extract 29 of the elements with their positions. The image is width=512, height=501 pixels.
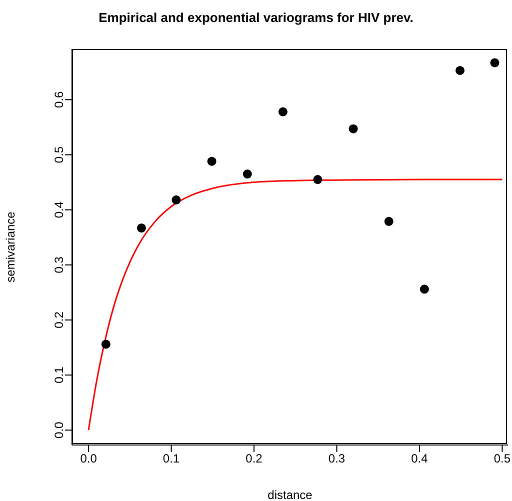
y-tick-label: 0.1 xyxy=(52,366,66,384)
x-tick-label: 0.1 xyxy=(162,452,180,466)
x-tick-label: 0.3 xyxy=(328,452,346,466)
x-tick-label: 0.5 xyxy=(494,452,511,466)
y-tick-label: 0.3 xyxy=(52,256,66,274)
point xyxy=(172,195,181,204)
chart-title: Empirical and exponential variograms for HIV prev. xyxy=(98,10,414,25)
x-tick-label: 0.0 xyxy=(80,452,98,466)
y-tick-label: 0.0 xyxy=(52,421,66,438)
point xyxy=(101,340,110,349)
point xyxy=(136,223,146,233)
point xyxy=(278,107,288,116)
x-axis-title: distance xyxy=(268,488,313,501)
point xyxy=(490,58,500,68)
y-tick-label: 0.2 xyxy=(52,311,66,328)
line-series xyxy=(88,178,503,431)
y-tick-label: 0.4 xyxy=(52,201,66,218)
y-axis-title: semivariance xyxy=(3,211,18,282)
point xyxy=(456,66,465,75)
point xyxy=(242,170,252,179)
point xyxy=(420,284,429,294)
y-tick-label: 0.5 xyxy=(52,146,66,164)
point xyxy=(384,216,394,226)
x-tick-label: 0.4 xyxy=(411,452,428,466)
point xyxy=(207,156,216,166)
y-tick-label: 0.6 xyxy=(52,91,66,108)
point xyxy=(348,124,358,134)
x-tick-label: 0.2 xyxy=(246,452,263,466)
point xyxy=(313,175,322,184)
